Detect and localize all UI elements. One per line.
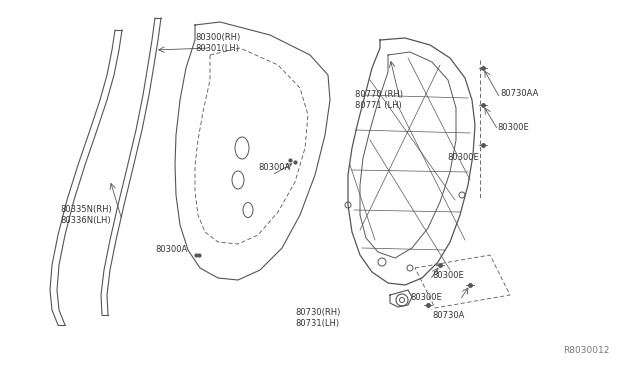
Text: 80335N(RH)
80336N(LH): 80335N(RH) 80336N(LH) [60,205,112,225]
Text: 80300A: 80300A [258,164,291,173]
Text: 80730A: 80730A [432,311,465,320]
Text: R8030012: R8030012 [564,346,610,355]
Text: 80300E: 80300E [497,122,529,131]
Text: 80770 (RH)
80771 (LH): 80770 (RH) 80771 (LH) [355,90,403,110]
Text: 80300E: 80300E [410,294,442,302]
Text: 80730AA: 80730AA [500,89,538,97]
Text: 80300E: 80300E [447,154,479,163]
Text: 80730(RH)
80731(LH): 80730(RH) 80731(LH) [295,308,340,328]
Text: 80300A: 80300A [155,246,188,254]
Text: 80300E: 80300E [432,270,464,279]
Text: 80300(RH)
80301(LH): 80300(RH) 80301(LH) [195,33,240,53]
